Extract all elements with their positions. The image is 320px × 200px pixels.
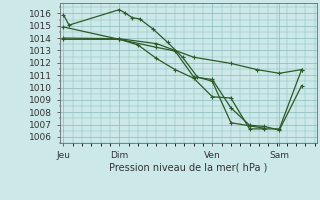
X-axis label: Pression niveau de la mer( hPa ): Pression niveau de la mer( hPa ) [109,163,267,173]
